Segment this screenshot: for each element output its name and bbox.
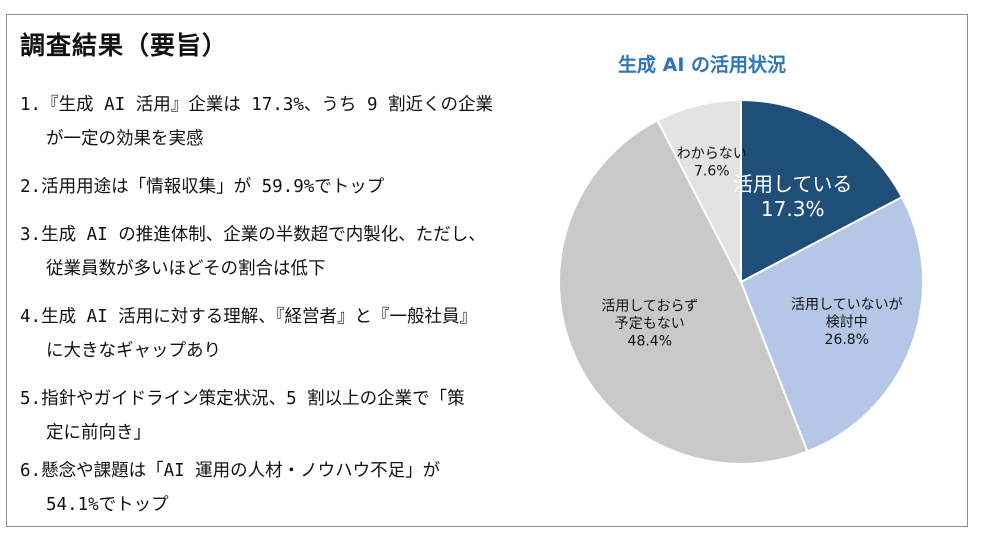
summary-heading: 調査結果（要旨） bbox=[20, 31, 229, 60]
finding-item: 4.生成 AI 活用に対する理解、『経営者』と『一般社員』 に大きなギャップあり bbox=[20, 300, 560, 368]
finding-text-line1: 2.活用用途は「情報収集」が 59.9%でトップ bbox=[20, 177, 385, 197]
slice-category-label: わからない bbox=[677, 146, 747, 162]
finding-text-line2: 定に前向き」 bbox=[46, 423, 151, 443]
finding-text-line2: が一定の効果を実感 bbox=[46, 129, 204, 149]
pie-slice bbox=[739, 195, 924, 453]
pie-slice bbox=[740, 98, 904, 284]
finding-text-line1: 3.生成 AI の推進体制、企業の半数超で内製化、ただし、 bbox=[20, 225, 486, 245]
slice-category-label: 活用している bbox=[733, 172, 852, 196]
slice-category-label: 活用していないが bbox=[791, 297, 903, 313]
slice-category-label: 予定もない bbox=[615, 316, 685, 332]
finding-text-line1: 6.懸念や課題は「AI 運用の人材・ノウハウ不足」が bbox=[20, 461, 441, 481]
slice-value-label: 26.8% bbox=[825, 332, 869, 348]
slice-category-label: 検討中 bbox=[826, 314, 868, 330]
slice-category-label: 活用しておらず bbox=[601, 299, 698, 315]
chart-title: 生成 AI の活用状況 bbox=[618, 54, 787, 76]
finding-item: 6.懸念や課題は「AI 運用の人材・ノウハウ不足」が 54.1%でトップ bbox=[20, 454, 560, 522]
finding-text-line2: 従業員数が多いほどその割合は低下 bbox=[46, 259, 326, 279]
finding-item: 1.『生成 AI 活用』企業は 17.3%、うち 9 割近くの企業 が一定の効果… bbox=[20, 88, 560, 156]
finding-item: 2.活用用途は「情報収集」が 59.9%でトップ bbox=[20, 170, 560, 204]
finding-text-line2: に大きなギャップあり bbox=[46, 341, 221, 361]
finding-item: 5.指針やガイドライン策定状況、5 割以上の企業で「策 定に前向き」 bbox=[20, 382, 560, 450]
slice-value-label: 7.6% bbox=[694, 163, 730, 179]
slice-value-label: 17.3% bbox=[761, 197, 825, 221]
findings-list: 1.『生成 AI 活用』企業は 17.3%、うち 9 割近くの企業 が一定の効果… bbox=[20, 88, 560, 522]
finding-text-line1: 1.『生成 AI 活用』企業は 17.3%、うち 9 割近くの企業 bbox=[20, 95, 494, 115]
finding-text-line1: 5.指針やガイドライン策定状況、5 割以上の企業で「策 bbox=[20, 389, 465, 409]
slice-value-label: 48.4% bbox=[628, 334, 672, 350]
finding-text-line1: 4.生成 AI 活用に対する理解、『経営者』と『一般社員』 bbox=[20, 307, 477, 327]
finding-text-line2: 54.1%でトップ bbox=[46, 495, 169, 515]
pie-slice bbox=[656, 98, 742, 283]
pie-slice bbox=[558, 118, 809, 465]
finding-item: 3.生成 AI の推進体制、企業の半数超で内製化、ただし、 従業員数が多いほどそ… bbox=[20, 218, 560, 286]
